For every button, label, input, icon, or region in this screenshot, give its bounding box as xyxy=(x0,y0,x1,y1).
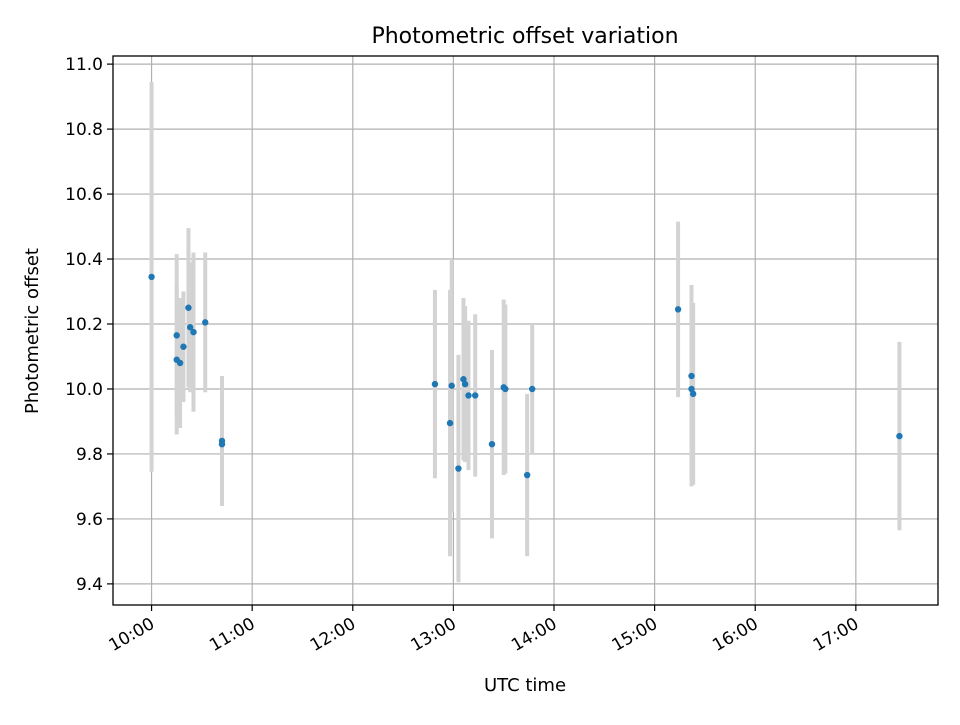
error-bars xyxy=(149,81,902,583)
chart-title: Photometric offset variation xyxy=(371,24,678,49)
data-point xyxy=(488,440,496,448)
data-point xyxy=(218,440,226,448)
y-tick-label: 10.2 xyxy=(65,315,103,335)
data-point xyxy=(465,392,472,399)
data-point xyxy=(448,382,455,389)
data-point xyxy=(471,392,479,399)
data-point xyxy=(202,319,209,326)
data-point xyxy=(460,376,467,383)
data-point xyxy=(689,390,697,398)
data-point xyxy=(896,432,903,440)
y-tick-label: 10.8 xyxy=(65,120,103,140)
data-point xyxy=(176,359,184,367)
data-point xyxy=(148,273,155,281)
data-point xyxy=(688,385,695,393)
y-axis-label: Photometric offset xyxy=(22,248,43,414)
x-tick-label: 17:00 xyxy=(810,614,862,656)
data-point xyxy=(461,380,469,388)
y-tick-label: 9.8 xyxy=(76,445,103,465)
y-tick-label: 10.0 xyxy=(65,380,103,400)
y-tick-label: 9.4 xyxy=(76,575,103,595)
y-tick-label: 10.6 xyxy=(65,185,103,205)
x-tick-label: 12:00 xyxy=(307,614,359,656)
data-point xyxy=(523,471,531,479)
data-point xyxy=(529,385,536,393)
data-point xyxy=(185,304,192,311)
x-tick-label: 13:00 xyxy=(407,614,459,656)
data-point xyxy=(455,465,462,472)
x-tick-label: 16:00 xyxy=(709,614,761,656)
y-tick-label: 10.4 xyxy=(65,250,103,270)
data-point xyxy=(674,306,682,313)
data-point xyxy=(186,324,194,331)
y-tick-label: 11.0 xyxy=(65,55,103,75)
x-tick-label: 10:00 xyxy=(106,614,158,656)
data-points xyxy=(148,273,903,479)
grid xyxy=(113,56,938,605)
data-point xyxy=(446,419,454,427)
x-tick-label: 11:00 xyxy=(206,614,258,656)
data-point xyxy=(688,372,695,380)
plot-frame xyxy=(112,55,939,606)
data-point xyxy=(180,343,187,350)
data-point xyxy=(502,385,509,393)
x-tick-label: 14:00 xyxy=(508,614,560,656)
data-point xyxy=(173,332,180,339)
y-tick-label: 9.6 xyxy=(76,510,103,530)
data-point xyxy=(190,328,197,336)
data-point xyxy=(431,380,439,388)
x-axis-label: UTC time xyxy=(484,675,566,696)
x-tick-label: 15:00 xyxy=(609,614,661,656)
